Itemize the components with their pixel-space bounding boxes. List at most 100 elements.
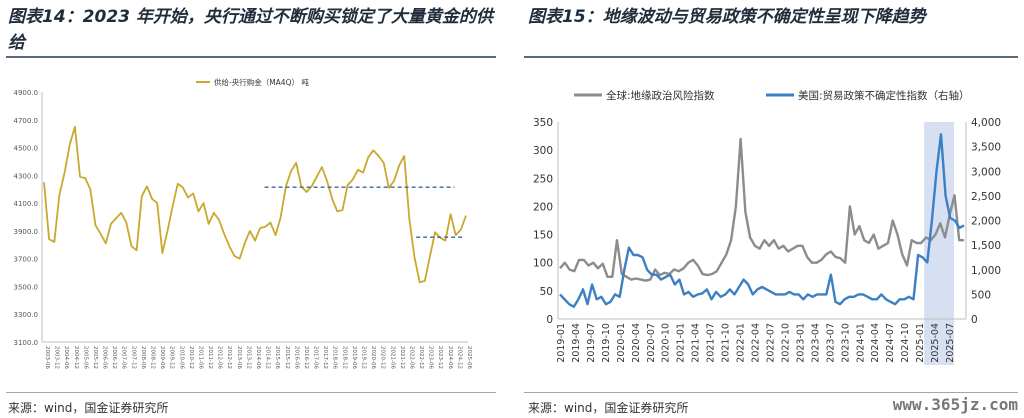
- x-tick-label: 2024-12: [456, 346, 462, 369]
- x-tick-label: 2007-06: [121, 346, 127, 369]
- x-tick-label: 2024-06: [447, 346, 453, 369]
- central-bank-gold-line: [43, 125, 467, 284]
- x-tick-label: 2022-06: [408, 346, 414, 369]
- x-tick-label: 2012-12: [226, 346, 232, 369]
- x-tick-label: 2020-12: [380, 346, 386, 369]
- x-tick-label: 2022-07: [765, 323, 776, 363]
- x-tick-label: 2025-01: [915, 323, 926, 363]
- right-y-tick-label: 0: [971, 314, 978, 326]
- right-y-tick-label: 4,000: [971, 117, 1001, 129]
- x-tick-label: 2019-04: [571, 323, 582, 363]
- trade-policy-uncertainty-line: [559, 133, 965, 308]
- right-chart: 0 50 100 150 200 250 300 350 0 500 1,000 1,500 2,000…: [533, 89, 1001, 365]
- right-y-tick-label: 2,000: [971, 216, 1001, 228]
- x-tick-label: 2023-07: [825, 323, 836, 363]
- left-y-tick-label: 200: [533, 201, 553, 213]
- x-tick-label: 2016-06: [293, 346, 299, 369]
- x-tick-label: 2012-06: [217, 346, 223, 369]
- x-tick-label: 2018-12: [341, 346, 347, 369]
- x-tick-label: 2021-10: [721, 323, 732, 363]
- x-tick-label: 2010-06: [178, 346, 184, 369]
- right-y-tick-label: 3,500: [971, 142, 1001, 154]
- x-tick-label: 2009-12: [169, 346, 175, 369]
- left-title-rule: [6, 56, 496, 58]
- x-tick-label: 2019-10: [601, 323, 612, 363]
- x-tick-label: 2019-01: [556, 323, 567, 363]
- y-tick-label: 3100.0: [14, 339, 39, 347]
- x-tick-label: 2008-06: [140, 346, 146, 369]
- x-tick-label: 2021-12: [399, 346, 405, 369]
- x-tick-label: 2025-06: [466, 346, 472, 369]
- left-y-tick-label: 100: [533, 258, 553, 270]
- x-tick-label: 2022-12: [418, 346, 424, 369]
- x-tick-label: 2007-12: [130, 346, 136, 369]
- left-y-tick-label: 0: [546, 314, 553, 326]
- x-tick-label: 2014-12: [265, 346, 271, 369]
- right-y-tick-label: 1,000: [971, 265, 1001, 277]
- left-y-tick-label: 350: [533, 117, 553, 129]
- left-y-tick-label: 250: [533, 173, 553, 185]
- legend-label-trade: 美国:贸易政策不确定性指数（右轴）: [798, 89, 970, 102]
- x-tick-label: 2006-12: [111, 346, 117, 369]
- right-title-rule: [524, 56, 1018, 58]
- x-tick-label: 2019-12: [361, 346, 367, 369]
- x-tick-label: 2024-01: [855, 323, 866, 363]
- x-tick-label: 2023-10: [840, 323, 851, 363]
- x-tick-label: 2024-10: [900, 323, 911, 363]
- watermark: www.365jz.com: [892, 395, 1018, 414]
- y-tick-label: 4700.0: [14, 117, 39, 125]
- x-tick-label: 2021-01: [676, 323, 687, 363]
- x-tick-label: 2020-04: [631, 323, 642, 363]
- x-tick-label: 2021-04: [691, 323, 702, 363]
- y-tick-label: 4900.0: [14, 89, 39, 97]
- x-tick-label: 2015-06: [274, 346, 280, 369]
- left-y-tick-label: 150: [533, 230, 553, 242]
- y-tick-label: 4300.0: [14, 172, 39, 180]
- x-tick-label: 2022-01: [736, 323, 747, 363]
- left-source: 来源：wind，国金证券研究所: [8, 401, 169, 415]
- x-tick-label: 2020-01: [616, 323, 627, 363]
- x-tick-label: 2005-12: [92, 346, 98, 369]
- left-y-tick-label: 50: [540, 286, 553, 298]
- x-tick-label: 2017-12: [322, 346, 328, 369]
- x-tick-label: 2022-04: [751, 323, 762, 363]
- legend-label: 供给-央行购金（MA4Q） 吨: [214, 77, 309, 87]
- x-tick-label: 2018-06: [332, 346, 338, 369]
- right-chart-title: 图表15：地缘波动与贸易政策不确定性呈现下降趋势: [528, 7, 926, 27]
- x-tick-label: 2009-06: [159, 346, 165, 369]
- x-tick-label: 2021-06: [389, 346, 395, 369]
- x-tick-label: 2013-12: [245, 346, 251, 369]
- left-chart: 4900.0 4700.0 4500.0 4300.0 4100.0 3900.0 3700…: [14, 77, 473, 369]
- legend-label-geopolitical: 全球:地缘政治风险指数: [606, 89, 715, 102]
- x-tick-label: 2025-07: [945, 323, 956, 363]
- y-tick-label: 3300.0: [14, 311, 39, 319]
- x-tick-label: 2005-06: [82, 346, 88, 369]
- x-tick-label: 2011-12: [207, 346, 213, 369]
- x-tick-label: 2014-06: [255, 346, 261, 369]
- x-tick-label: 2020-07: [646, 323, 657, 363]
- right-y-tick-label: 2,500: [971, 191, 1001, 203]
- x-tick-label: 2019-07: [586, 323, 597, 363]
- x-tick-label: 2003-06: [44, 346, 50, 369]
- x-tick-label: 2023-06: [428, 346, 434, 369]
- x-tick-label: 2010-12: [188, 346, 194, 369]
- x-tick-label: 2025-04: [930, 323, 941, 363]
- x-tick-label: 2017-06: [313, 346, 319, 369]
- x-tick-label: 2020-10: [661, 323, 672, 363]
- x-tick-label: 2021-07: [706, 323, 717, 363]
- left-y-tick-label: 300: [533, 145, 553, 157]
- x-tick-label: 2016-12: [303, 346, 309, 369]
- right-y-tick-label: 500: [971, 289, 991, 301]
- x-tick-label: 2020-06: [370, 346, 376, 369]
- y-tick-label: 3900.0: [14, 228, 39, 236]
- x-tick-label: 2003-12: [54, 346, 60, 369]
- y-tick-label: 3700.0: [14, 256, 39, 264]
- right-source-rule: [524, 392, 1018, 393]
- y-tick-label: 4500.0: [14, 145, 39, 153]
- y-tick-label: 4100.0: [14, 200, 39, 208]
- x-tick-label: 2004-06: [63, 346, 69, 369]
- x-tick-label: 2023-01: [795, 323, 806, 363]
- right-source: 来源：wind，国金证券研究所: [528, 401, 689, 415]
- left-chart-title: 图表14：2023 年开始，央行通过不断购买锁定了大量黄金的供给: [8, 7, 493, 53]
- x-tick-label: 2023-04: [810, 323, 821, 363]
